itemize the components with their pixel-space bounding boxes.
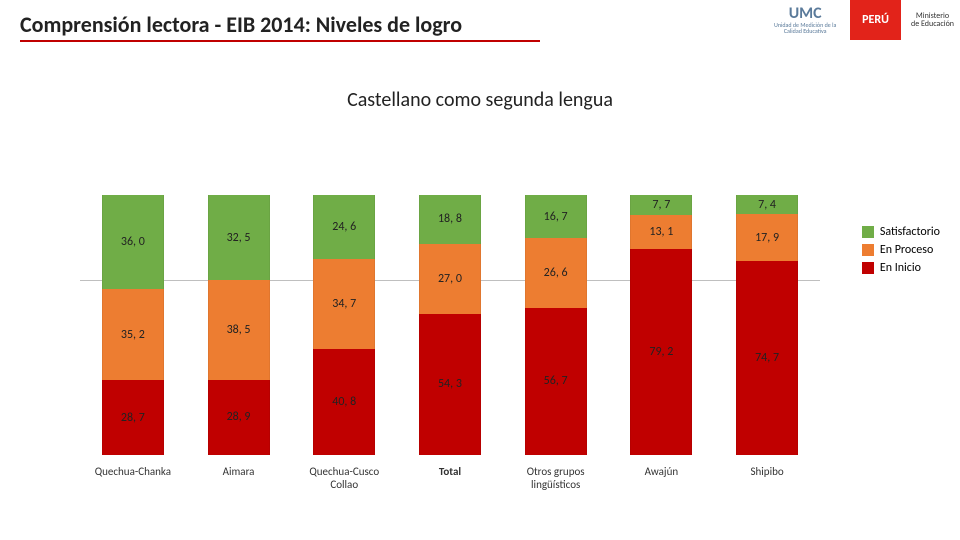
ministry-line2: de Educación xyxy=(911,20,954,28)
bar-segment-en_inicio: 56, 7 xyxy=(525,308,587,455)
legend-row-en-proceso: En Proceso xyxy=(862,243,940,257)
bar-segment-satisfactorio: 7, 4 xyxy=(736,195,798,214)
bar-segment-en_proceso: 38, 5 xyxy=(208,280,270,380)
bar-segment-satisfactorio: 32, 5 xyxy=(208,195,270,280)
umc-logo: UMC Unidad de Medición de la Calidad Edu… xyxy=(764,0,846,40)
x-axis-label: Aimara xyxy=(194,465,284,491)
title-underline xyxy=(20,40,540,42)
bar-segment-en_inicio: 79, 2 xyxy=(630,249,692,455)
x-axis-labels: Quechua-Chanka Aimara Quechua-CuscoCollao T… xyxy=(80,465,820,491)
header-logos: UMC Unidad de Medición de la Calidad Edu… xyxy=(764,0,960,40)
bar-segment-en_proceso: 17, 9 xyxy=(736,214,798,261)
ministry-logo: Ministerio de Educación xyxy=(905,0,960,40)
bar-segment-en_inicio: 54, 3 xyxy=(419,314,481,455)
bar-segment-en_proceso: 34, 7 xyxy=(313,259,375,349)
bar-segment-en_inicio: 40, 8 xyxy=(313,349,375,455)
x-axis-label: Quechua-CuscoCollao xyxy=(299,465,389,491)
chart-subtitle: Castellano como segunda lengua xyxy=(0,88,960,112)
bar-column: 16, 726, 656, 7 xyxy=(525,195,587,455)
bar-column: 7, 417, 974, 7 xyxy=(736,195,798,455)
legend-row-satisfactorio: Satisfactorio xyxy=(862,225,940,239)
bar-segment-satisfactorio: 18, 8 xyxy=(419,195,481,244)
x-axis-label: Otros gruposlingüísticos xyxy=(511,465,601,491)
bar-column: 36, 035, 228, 7 xyxy=(102,195,164,455)
umc-logo-sub: Unidad de Medición de la Calidad Educati… xyxy=(770,22,840,34)
x-axis-label: Total xyxy=(405,465,495,491)
bar-segment-satisfactorio: 7, 7 xyxy=(630,195,692,215)
bar-column: 18, 827, 054, 3 xyxy=(419,195,481,455)
bar-segment-en_proceso: 13, 1 xyxy=(630,215,692,249)
bar-segment-satisfactorio: 36, 0 xyxy=(102,195,164,289)
stacked-bar-chart: 36, 035, 228, 7 32, 538, 528, 9 24, 634, 7… xyxy=(80,195,820,455)
bar-segment-satisfactorio: 24, 6 xyxy=(313,195,375,259)
bar-column: 32, 538, 528, 9 xyxy=(208,195,270,455)
peru-logo: PERÚ xyxy=(850,0,901,40)
bar-segment-en_proceso: 35, 2 xyxy=(102,289,164,381)
bar-segment-satisfactorio: 16, 7 xyxy=(525,195,587,238)
legend-swatch-en-inicio xyxy=(862,262,874,274)
umc-logo-label: UMC xyxy=(789,6,822,22)
legend-label: En Inicio xyxy=(880,261,921,275)
x-axis-label: Quechua-Chanka xyxy=(88,465,178,491)
legend-label: En Proceso xyxy=(880,243,933,257)
legend-swatch-satisfactorio xyxy=(862,226,874,238)
page-header: Comprensión lectora - EIB 2014: Niveles … xyxy=(0,0,960,48)
legend-row-en-inicio: En Inicio xyxy=(862,261,940,275)
legend-swatch-en-proceso xyxy=(862,244,874,256)
bar-segment-en_inicio: 74, 7 xyxy=(736,261,798,455)
bar-segment-en_inicio: 28, 9 xyxy=(208,380,270,455)
bar-column: 24, 634, 740, 8 xyxy=(313,195,375,455)
page-title: Comprensión lectora - EIB 2014: Niveles … xyxy=(20,11,462,38)
bar-segment-en_proceso: 27, 0 xyxy=(419,244,481,314)
x-axis-label: Shipibo xyxy=(722,465,812,491)
chart-legend: Satisfactorio En Proceso En Inicio xyxy=(862,225,940,279)
bar-column: 7, 713, 179, 2 xyxy=(630,195,692,455)
x-axis-label: Awajún xyxy=(616,465,706,491)
legend-label: Satisfactorio xyxy=(880,225,940,239)
bar-segment-en_proceso: 26, 6 xyxy=(525,238,587,307)
bar-segment-en_inicio: 28, 7 xyxy=(102,380,164,455)
peru-logo-label: PERÚ xyxy=(862,14,889,26)
